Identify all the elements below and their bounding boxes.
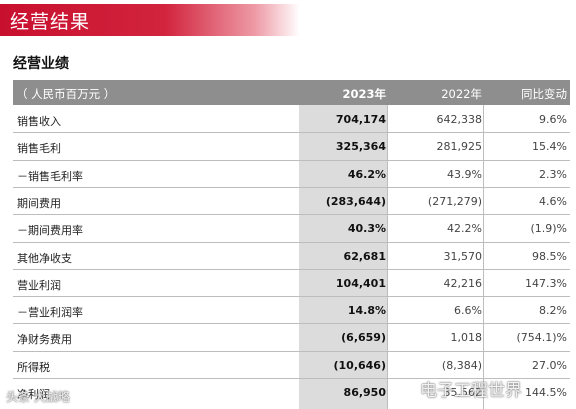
value-2022: 42.2% [447, 222, 482, 236]
row-label: 所得税 [17, 360, 50, 374]
table-row: 其他净收支 62,681 31,570 98.5% [13, 242, 570, 269]
value-change: 15.4% [532, 140, 567, 154]
value-2022: 43.9% [447, 167, 482, 181]
section-title: 经营业绩 [13, 56, 69, 72]
row-label: 销售毛利 [17, 142, 61, 156]
value-2023: 104,401 [335, 276, 386, 290]
value-change: 27.0% [532, 358, 567, 372]
value-2022: 1,018 [450, 331, 483, 345]
value-change: 98.5% [532, 249, 567, 263]
highlight-2023-column [299, 105, 387, 409]
row-separator [13, 186, 570, 188]
table-row: 所得税 (10,646) (8,384) 27.0% [13, 351, 570, 378]
value-change: 147.3% [525, 276, 567, 290]
value-2023: 704,174 [335, 113, 386, 126]
table-row: －营业利润率 14.8% 6.6% 8.2% [13, 296, 570, 323]
row-label: －销售毛利率 [17, 169, 83, 183]
row-separator [13, 378, 570, 379]
value-change: 9.6% [539, 113, 567, 126]
value-change: (754.1)% [516, 331, 567, 345]
value-2023: (10,646) [333, 358, 386, 372]
value-2023: (6,659) [341, 331, 386, 345]
table-row: 期间费用 (283,644) (271,279) 4.6% [13, 187, 570, 214]
unit-label: （ 人民币百万元 ） [16, 87, 116, 101]
value-2023: 46.2% [347, 167, 386, 181]
value-2022: 31,570 [443, 249, 483, 263]
row-separator [13, 159, 570, 161]
value-change: 4.6% [539, 194, 567, 208]
table-row: 销售毛利 325,364 281,925 15.4% [13, 132, 570, 159]
row-label: 净利润 [17, 388, 50, 401]
value-change: 144.5% [525, 386, 567, 399]
value-2022: (271,279) [427, 194, 482, 208]
row-separator [13, 241, 570, 243]
row-separator [13, 296, 570, 298]
row-separator [13, 214, 570, 216]
row-label: 营业利润 [17, 278, 61, 292]
value-2023: 62,681 [343, 249, 386, 263]
row-label: 净财务费用 [17, 333, 72, 347]
value-2022: 281,925 [436, 140, 483, 154]
value-2022: 42,216 [443, 276, 483, 290]
column-divider [387, 105, 388, 409]
row-separator [13, 268, 570, 270]
row-separator [13, 350, 570, 352]
row-label: －营业利润率 [17, 306, 83, 320]
header-change: 同比变动 [521, 87, 567, 101]
value-2022: (8,384) [441, 358, 482, 372]
table-header: （ 人民币百万元 ） 2023年 2022年 同比变动 [13, 80, 570, 105]
header-2022: 2022年 [441, 87, 482, 101]
table-row: 营业利润 104,401 42,216 147.3% [13, 269, 570, 296]
value-change: 8.2% [539, 304, 567, 318]
value-2023: (283,644) [325, 194, 386, 208]
table-row: 销售收入 704,174 642,338 9.6% [13, 105, 570, 132]
table-row: 净财务费用 (6,659) 1,018 (754.1)% [13, 323, 570, 350]
value-2022: 35,562 [443, 386, 483, 399]
row-label: －期间费用率 [17, 224, 83, 238]
value-2022: 642,338 [436, 113, 483, 126]
table-row: 净利润 86,950 35,562 144.5% [13, 378, 570, 405]
watermark-left: 头条 大战略 [6, 390, 70, 404]
value-2023: 40.3% [347, 222, 386, 236]
value-2023: 14.8% [347, 304, 386, 318]
header-2023: 2023年 [342, 87, 386, 101]
watermark-right: 电子工程世界 [420, 381, 522, 401]
value-2023: 325,364 [335, 140, 386, 154]
row-label: 期间费用 [17, 196, 61, 210]
value-2022: 6.6% [454, 304, 482, 318]
table-row: －期间费用率 40.3% 42.2% (1.9)% [13, 214, 570, 241]
row-label: 其他净收支 [17, 251, 72, 265]
table-row: －销售毛利率 46.2% 43.9% 2.3% [13, 160, 570, 187]
title-banner: 经营结果 [0, 4, 300, 36]
column-divider [483, 105, 484, 409]
value-change: (1.9)% [530, 222, 567, 236]
row-separator [13, 323, 570, 325]
row-separator [13, 132, 570, 134]
banner-title: 经营结果 [10, 11, 91, 33]
row-label: 销售收入 [17, 115, 61, 128]
value-2023: 86,950 [343, 386, 386, 399]
value-change: 2.3% [539, 167, 567, 181]
